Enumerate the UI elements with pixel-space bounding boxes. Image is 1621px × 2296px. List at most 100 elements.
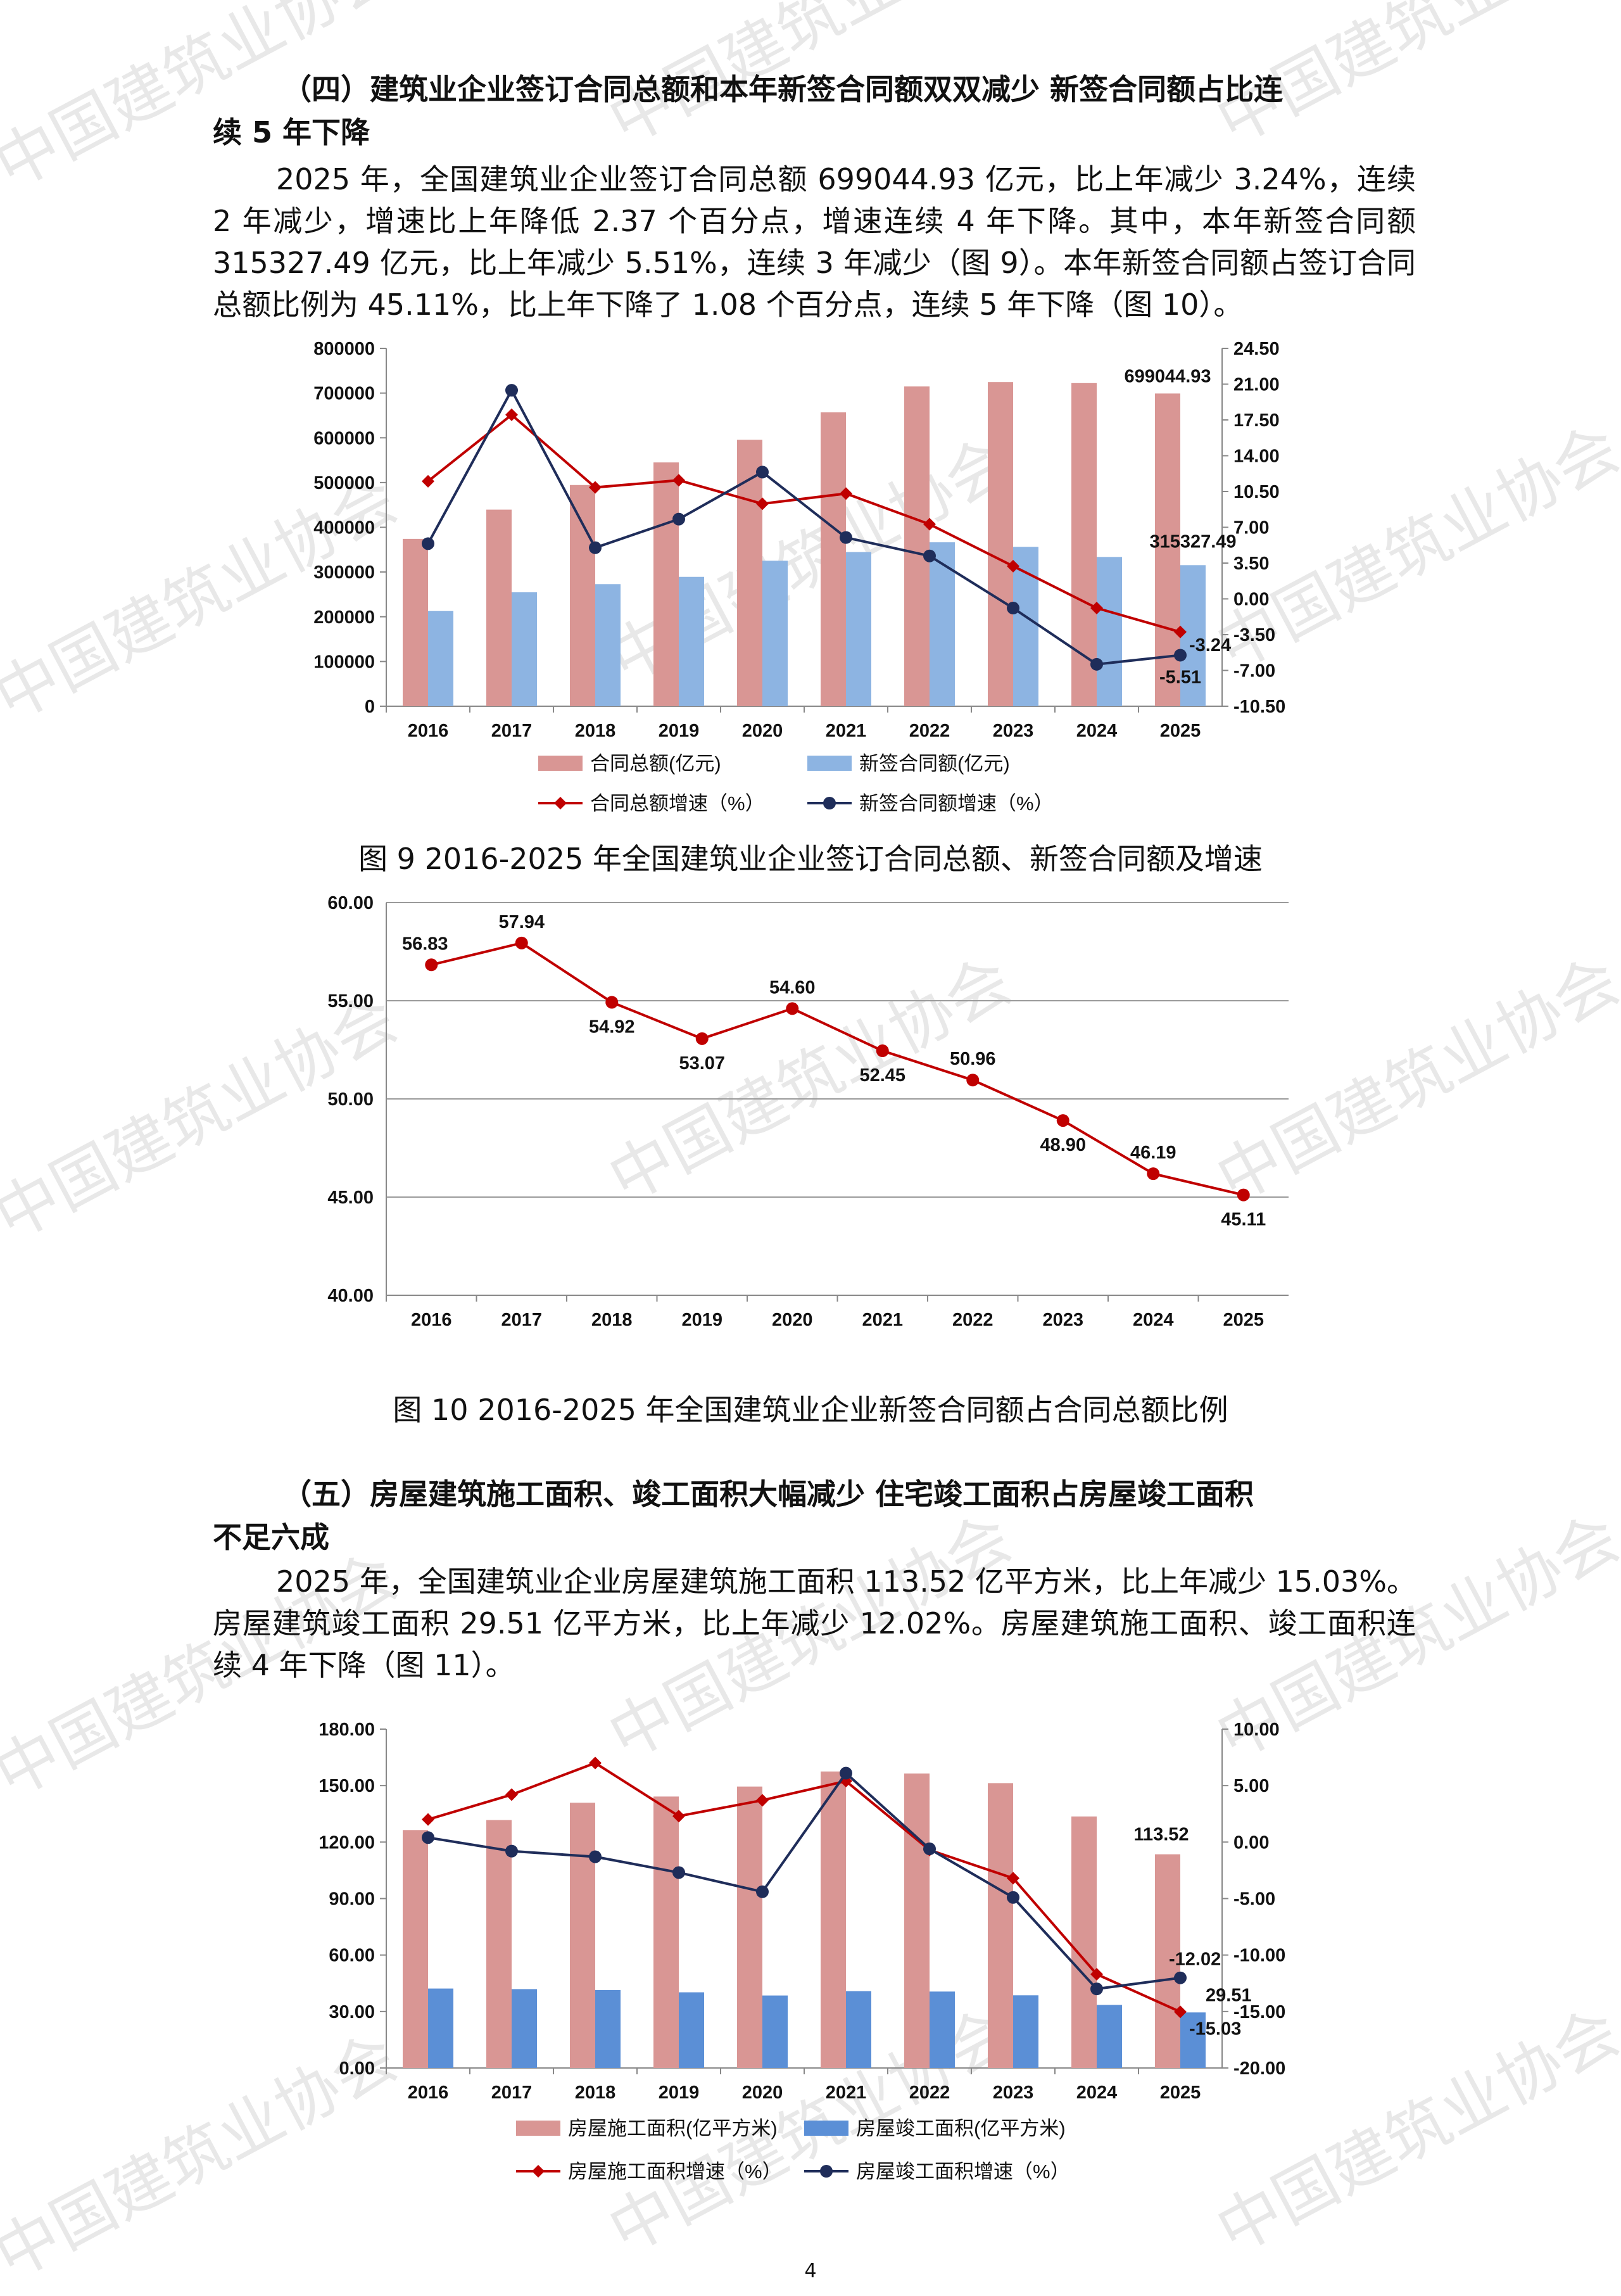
series-point bbox=[422, 1831, 434, 1844]
x-tick-label: 2022 bbox=[909, 2083, 950, 2103]
data-label: -5.51 bbox=[1159, 667, 1201, 687]
data-label: -3.24 bbox=[1189, 635, 1231, 656]
series-point bbox=[840, 487, 852, 500]
data-label: 315327.49 bbox=[1149, 531, 1236, 552]
series-line bbox=[427, 413, 1181, 633]
series-point bbox=[1174, 2005, 1187, 2019]
section4-heading-line2: 续 5 年下降 bbox=[213, 115, 370, 149]
bar-new bbox=[1013, 547, 1038, 706]
ratio-point bbox=[515, 936, 528, 949]
ratio-data-label: 48.90 bbox=[1040, 1135, 1086, 1155]
right-tick-label: 21.00 bbox=[1233, 375, 1280, 395]
right-tick-label: -10.50 bbox=[1233, 697, 1285, 717]
ratio-line bbox=[431, 941, 1244, 1196]
x-tick-label: 2023 bbox=[1042, 1310, 1083, 1330]
x-tick-label: 2025 bbox=[1223, 1310, 1264, 1330]
y-tick-label: 55.00 bbox=[327, 991, 374, 1012]
x-tick-label: 2020 bbox=[742, 2083, 783, 2103]
series-line bbox=[427, 1761, 1181, 2014]
x-tick-label: 2024 bbox=[1076, 721, 1118, 741]
bar-new bbox=[846, 1991, 871, 2068]
series-point bbox=[422, 474, 434, 488]
x-tick-label: 2016 bbox=[408, 2083, 449, 2103]
ratio-data-label: 50.96 bbox=[950, 1049, 996, 1069]
series-point bbox=[1007, 602, 1019, 615]
ratio-data-label: 53.07 bbox=[679, 1053, 725, 1074]
series-point bbox=[756, 466, 769, 479]
ratio-point bbox=[786, 1002, 799, 1015]
x-tick-label: 2019 bbox=[659, 721, 700, 741]
series-point bbox=[1090, 602, 1103, 615]
bar-total bbox=[1155, 1854, 1180, 2068]
series-point bbox=[923, 549, 936, 562]
bar-new bbox=[595, 1989, 621, 2068]
bar-total bbox=[1071, 383, 1097, 706]
bar-new bbox=[1097, 557, 1122, 706]
x-tick-label: 2018 bbox=[575, 721, 616, 741]
section4-heading-line1: （四）建筑业企业签订合同总额和本年新签合同额双双减少 新签合同额占比连 bbox=[282, 72, 1284, 106]
series-point bbox=[1007, 1872, 1019, 1885]
data-label: -15.03 bbox=[1189, 2019, 1241, 2039]
right-tick-label: -7.00 bbox=[1233, 661, 1275, 682]
x-tick-label: 2023 bbox=[993, 2083, 1034, 2103]
series-point bbox=[1007, 1891, 1019, 1904]
bar-new bbox=[512, 1989, 537, 2068]
legend-marker bbox=[820, 2165, 833, 2178]
ratio-data-label: 46.19 bbox=[1130, 1143, 1176, 1163]
section5-heading-line1: （五）房屋建筑施工面积、竣工面积大幅减少 住宅竣工面积占房屋竣工面积 bbox=[282, 1477, 1254, 1511]
ratio-point bbox=[695, 1032, 709, 1045]
x-tick-label: 2017 bbox=[491, 721, 533, 741]
x-tick-label: 2018 bbox=[575, 2083, 616, 2103]
series-point bbox=[672, 1810, 685, 1823]
series-point bbox=[589, 1850, 602, 1863]
left-tick-label: 30.00 bbox=[329, 2002, 375, 2022]
right-tick-label: -15.00 bbox=[1233, 2002, 1285, 2022]
data-label: 699044.93 bbox=[1124, 366, 1211, 386]
series-point bbox=[840, 1766, 852, 1780]
series-point bbox=[923, 1843, 936, 1856]
left-tick-label: 500000 bbox=[313, 473, 375, 493]
legend-swatch bbox=[807, 756, 852, 771]
right-tick-label: -5.00 bbox=[1233, 1889, 1275, 1910]
ratio-data-label: 54.92 bbox=[589, 1017, 635, 1037]
right-tick-label: 10.00 bbox=[1233, 1720, 1280, 1740]
ratio-point bbox=[1147, 1167, 1160, 1181]
bar-new bbox=[428, 611, 453, 706]
x-tick-label: 2025 bbox=[1160, 721, 1201, 741]
x-tick-label: 2017 bbox=[501, 1310, 542, 1330]
bar-total bbox=[403, 1830, 428, 2068]
series-point bbox=[756, 1885, 769, 1898]
series-point bbox=[505, 1788, 518, 1801]
x-tick-label: 2024 bbox=[1133, 1310, 1174, 1330]
series-point bbox=[589, 481, 602, 494]
right-tick-label: -20.00 bbox=[1233, 2058, 1285, 2079]
x-tick-label: 2019 bbox=[681, 1310, 722, 1330]
x-tick-label: 2020 bbox=[772, 1310, 813, 1330]
right-tick-label: 0.00 bbox=[1233, 590, 1269, 610]
section5-paragraph: 2025 年，全国建筑业企业房屋建筑施工面积 113.52 亿平方米，比上年减少… bbox=[213, 1564, 1416, 1682]
figure10-chart: 40.00 45.00 50.00 55.00 60.00 2016 2017 2018 201… bbox=[327, 893, 1289, 1330]
series-point bbox=[672, 474, 685, 487]
series-point bbox=[1090, 657, 1103, 671]
series-point bbox=[672, 1866, 685, 1879]
ratio-point bbox=[966, 1074, 980, 1087]
y-tick-label: 50.00 bbox=[327, 1089, 374, 1110]
right-tick-label: 0.00 bbox=[1233, 1832, 1269, 1853]
right-tick-label: 10.50 bbox=[1233, 482, 1280, 502]
series-point bbox=[756, 1794, 769, 1807]
series-point bbox=[1174, 649, 1187, 662]
y-tick-label: 60.00 bbox=[327, 893, 374, 913]
ratio-data-label: 45.11 bbox=[1221, 1210, 1266, 1230]
legend-swatch bbox=[804, 2121, 848, 2136]
series-point bbox=[422, 1813, 434, 1826]
bar-total bbox=[653, 462, 679, 706]
left-tick-label: 400000 bbox=[313, 518, 375, 538]
legend-marker bbox=[532, 2165, 545, 2178]
x-tick-label: 2016 bbox=[408, 721, 449, 741]
figure10-caption: 图 10 2016-2025 年全国建筑业企业新签合同额占合同总额比例 bbox=[393, 1393, 1228, 1427]
left-tick-label: 90.00 bbox=[329, 1889, 375, 1910]
legend-label: 房屋施工面积(亿平方米) bbox=[568, 2117, 778, 2140]
legend-swatch bbox=[538, 756, 583, 771]
bar-new bbox=[1013, 1995, 1038, 2068]
left-tick-label: 150.00 bbox=[319, 1776, 375, 1796]
